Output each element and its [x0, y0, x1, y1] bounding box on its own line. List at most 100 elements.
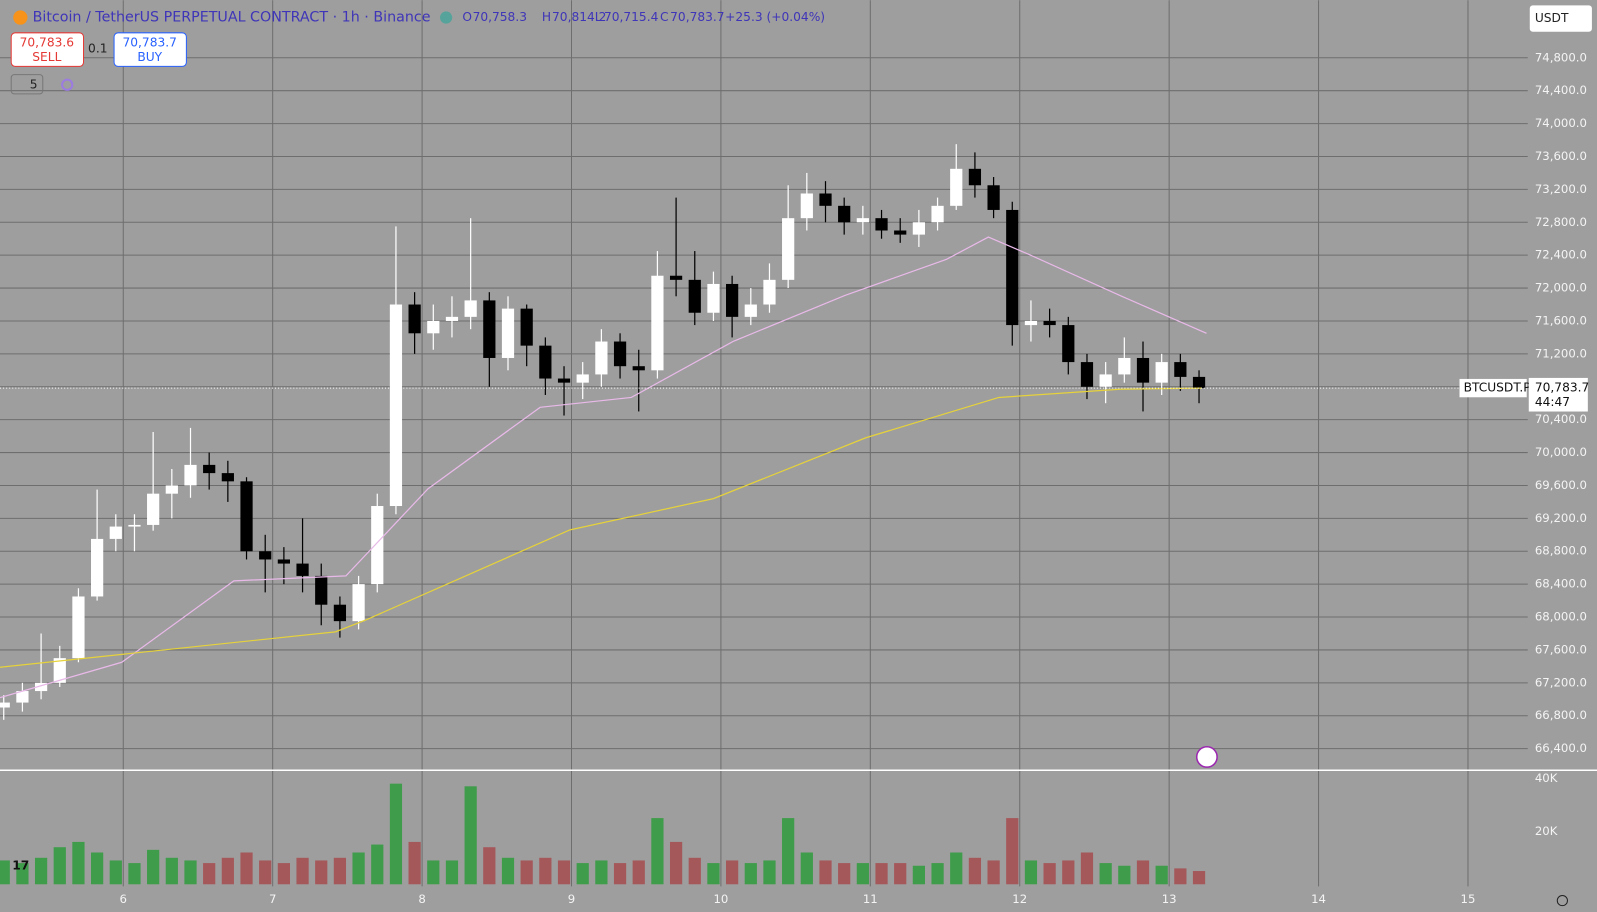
- symbol-title: Bitcoin / TetherUS PERPETUAL CONTRACT · …: [33, 10, 431, 26]
- candle-body: [1174, 362, 1187, 377]
- indicator-icon: [61, 78, 74, 91]
- volume-bar: [838, 863, 851, 885]
- candle-body: [894, 230, 907, 235]
- coin-icon: [13, 10, 28, 25]
- candle-body: [165, 485, 178, 494]
- volume-bar: [744, 863, 757, 885]
- ohlc-value: 70,715.4: [604, 10, 659, 24]
- candle-body: [595, 341, 608, 375]
- candle-body: [16, 691, 29, 703]
- volume-bar: [520, 860, 533, 885]
- volume-bar: [352, 852, 365, 885]
- candle-body: [389, 304, 403, 507]
- sell-button[interactable]: [10, 32, 85, 67]
- currency-select[interactable]: [1529, 5, 1592, 32]
- ohlc-change: +25.3 (+0.04%): [725, 10, 825, 24]
- volume-bar: [221, 857, 234, 885]
- candle-body: [0, 702, 10, 708]
- y-tick-label: 71,600.0: [1535, 313, 1587, 327]
- candle-body: [1062, 325, 1075, 363]
- indicator-toggle[interactable]: [10, 74, 44, 95]
- y-tick-label: 67,200.0: [1535, 675, 1587, 689]
- candle-body: [651, 275, 664, 371]
- ohlc-value: 70,814.2: [552, 10, 606, 24]
- candle-body: [1118, 357, 1131, 375]
- y-tick-label: 66,400.0: [1535, 741, 1587, 755]
- candle-body: [707, 283, 720, 313]
- y-tick-label: 72,400.0: [1535, 248, 1587, 262]
- volume-tick-label: 20K: [1535, 824, 1558, 838]
- settings-icon[interactable]: [1556, 894, 1568, 907]
- volume-bar: [240, 852, 253, 885]
- candle-body: [968, 168, 982, 186]
- buy-button[interactable]: [113, 32, 187, 67]
- volume-bar: [1118, 865, 1131, 885]
- candle-body: [1043, 320, 1056, 326]
- candle-body: [819, 193, 832, 206]
- volume-bar: [539, 857, 552, 885]
- volume-bar: [91, 852, 104, 885]
- candle-body: [744, 304, 757, 317]
- candle-body: [1099, 374, 1112, 387]
- volume-bar: [445, 860, 459, 885]
- y-tick-label: 68,800.0: [1535, 544, 1587, 558]
- volume-bar: [501, 857, 515, 885]
- status-dot: [439, 11, 453, 24]
- candle-body: [147, 493, 160, 525]
- candle-body: [221, 473, 234, 482]
- y-tick-label: 67,600.0: [1535, 642, 1587, 656]
- symbol-tag: [1459, 378, 1527, 398]
- y-tick-label: 69,200.0: [1535, 511, 1587, 525]
- currency: USDT: [1535, 11, 1569, 25]
- candle-body: [576, 374, 589, 383]
- volume-bar: [203, 863, 216, 885]
- volume-bar: [1192, 871, 1206, 885]
- y-tick-label: 68,000.0: [1535, 610, 1587, 624]
- volume-bar: [557, 860, 571, 885]
- volume-bar: [464, 786, 477, 885]
- candle-body: [445, 316, 459, 321]
- volume-bar: [669, 841, 683, 885]
- volume-bar: [763, 860, 776, 885]
- volume-bar: [856, 863, 869, 885]
- candle-body: [109, 526, 122, 539]
- volume-bar: [296, 857, 309, 885]
- y-tick-label: 66,800.0: [1535, 708, 1587, 722]
- alert-icon[interactable]: [1195, 746, 1218, 768]
- candle-body: [539, 345, 552, 379]
- volume-bar: [483, 847, 496, 885]
- volume-bar: [109, 860, 122, 885]
- candle-body: [128, 524, 141, 527]
- volume-bar: [595, 860, 608, 885]
- x-tick-label: 11: [863, 892, 878, 906]
- ohlc-key: C: [660, 10, 669, 24]
- candle-body: [856, 218, 869, 223]
- candle-body: [987, 185, 1000, 210]
- x-tick-label: 10: [713, 892, 728, 906]
- candle-body: [800, 193, 813, 219]
- candle-body: [501, 308, 515, 358]
- volume-bar: [950, 852, 963, 885]
- volume-bar: [632, 860, 645, 885]
- volume-bar: [875, 863, 888, 885]
- y-tick-label: 68,400.0: [1535, 577, 1587, 591]
- sell-price: 70,783.6: [20, 36, 74, 50]
- volume-bar: [819, 860, 832, 885]
- volume-bar: [968, 857, 982, 885]
- volume-bar: [165, 857, 178, 885]
- ohlc-value: 70,783.7: [670, 10, 724, 24]
- volume-bar: [53, 847, 66, 885]
- candle-body: [1192, 376, 1206, 389]
- volume-bar: [1080, 852, 1094, 885]
- candle-body: [669, 275, 683, 280]
- sell-label: SELL: [32, 50, 61, 64]
- candle-body: [259, 551, 272, 560]
- y-tick-label: 73,600.0: [1535, 149, 1587, 163]
- candle-body: [483, 300, 496, 358]
- candle-body: [352, 584, 365, 622]
- countdown: 44:47: [1535, 395, 1570, 409]
- candle-body: [1136, 357, 1150, 383]
- y-tick-label: 70,000.0: [1535, 445, 1587, 459]
- x-tick-label: 13: [1162, 892, 1177, 906]
